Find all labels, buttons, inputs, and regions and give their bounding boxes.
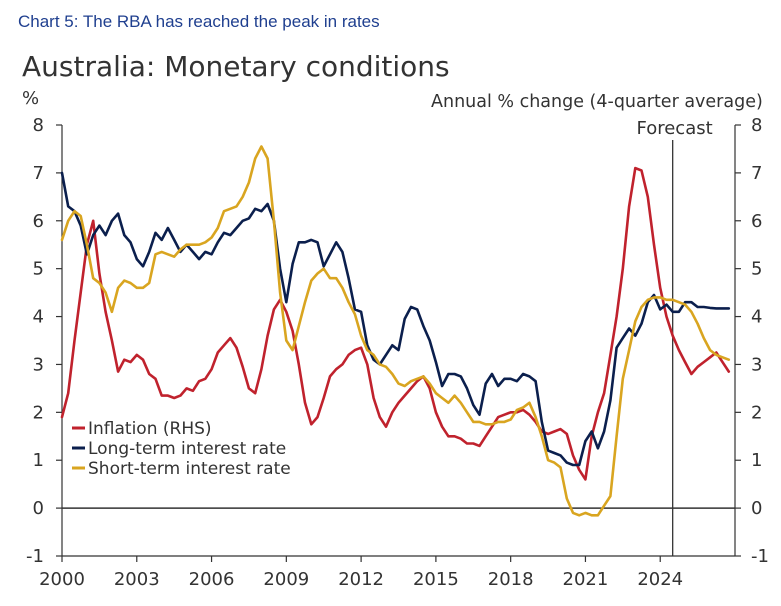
y-tick-label-left: 8 [33, 115, 44, 136]
x-tick-label: 2009 [263, 569, 309, 590]
chart-title: Australia: Monetary conditions [22, 50, 450, 83]
y-tick-label-left: 5 [33, 259, 44, 280]
legend: Inflation (RHS)Long-term interest rateSh… [72, 419, 291, 479]
x-tick-label: 2024 [637, 569, 683, 590]
y-tick-label-left: 7 [33, 163, 44, 184]
y-tick-label-right: 5 [751, 259, 762, 280]
x-tick-label: 2021 [563, 569, 609, 590]
x-tick-label: 2015 [413, 569, 459, 590]
chart-caption: Chart 5: The RBA has reached the peak in… [18, 12, 380, 31]
y-tick-label-right: 6 [751, 211, 762, 232]
y-tick-label-right: -1 [751, 546, 769, 567]
long-term-rate-line [60, 171, 731, 467]
y-axis-label-left: % [22, 88, 40, 109]
y-tick-label-right: 4 [751, 307, 762, 328]
y-tick-label-left: 0 [33, 498, 44, 519]
y-tick-label-left: -1 [26, 546, 44, 567]
y-tick-label-left: 1 [33, 450, 44, 471]
y-tick-label-right: 2 [751, 402, 762, 423]
y-tick-label-left: 3 [33, 354, 44, 375]
forecast-label: Forecast [637, 118, 713, 139]
y-tick-label-right: 7 [751, 163, 762, 184]
legend-short-term-rate-label: Short-term interest rate [88, 459, 291, 479]
x-tick-label: 2018 [488, 569, 534, 590]
y-tick-label-right: 8 [751, 115, 762, 136]
y-axis-label-right: Annual % change (4-quarter average) [431, 92, 763, 112]
y-tick-label-right: 1 [751, 450, 762, 471]
y-tick-label-left: 6 [33, 211, 44, 232]
y-tick-label-right: 3 [751, 354, 762, 375]
x-tick-label: 2000 [39, 569, 85, 590]
x-tick-label: 2012 [338, 569, 384, 590]
x-tick-label: 2003 [114, 569, 160, 590]
legend-long-term-rate-label: Long-term interest rate [88, 439, 286, 459]
legend-inflation-label: Inflation (RHS) [88, 419, 212, 439]
y-tick-label-left: 2 [33, 402, 44, 423]
series-lines [60, 145, 731, 517]
inflation-line [60, 166, 731, 481]
y-tick-label-right: 0 [751, 498, 762, 519]
short-term-rate-line [60, 145, 731, 517]
x-tick-label: 2006 [189, 569, 235, 590]
y-tick-label-left: 4 [33, 307, 44, 328]
